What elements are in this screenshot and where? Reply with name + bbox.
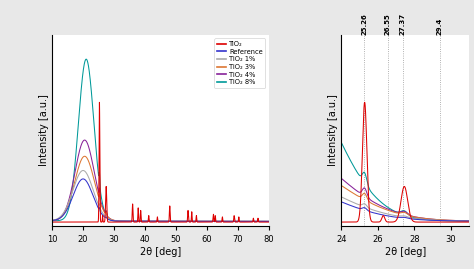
Y-axis label: Intensity [a.u.]: Intensity [a.u.] <box>39 94 49 167</box>
X-axis label: 2θ [deg]: 2θ [deg] <box>384 247 426 257</box>
Legend: TiO₂, Reference, TiO₂ 1%, TiO₂ 3%, TiO₂ 4%, TiO₂ 8%: TiO₂, Reference, TiO₂ 1%, TiO₂ 3%, TiO₂ … <box>214 38 265 88</box>
Y-axis label: Intensity [a.u.]: Intensity [a.u.] <box>328 94 338 167</box>
X-axis label: 2θ [deg]: 2θ [deg] <box>140 247 181 257</box>
